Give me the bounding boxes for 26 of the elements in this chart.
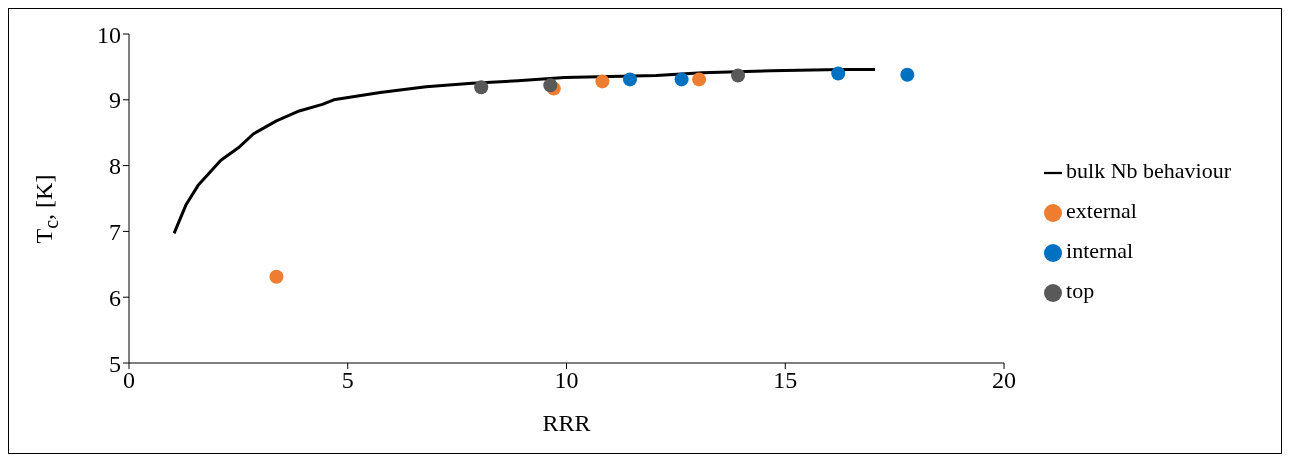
y-tick-label: 6 [109,284,121,311]
legend-label: bulk Nb behaviour [1066,158,1231,183]
y-tick-label: 7 [109,218,121,245]
point [269,269,284,284]
x-tick-label: 10 [554,367,579,394]
x-tick-label: 0 [123,367,135,394]
y-tick-label: 8 [109,153,121,180]
point [692,72,707,87]
y-tick-label: 9 [109,87,121,114]
point [474,80,489,95]
y-tick-label: 10 [97,21,121,48]
point [674,72,689,87]
point [731,68,746,83]
x-tick-label: 5 [341,367,354,394]
point [622,72,637,87]
legend-label: external [1066,198,1137,223]
y-tick-label: 5 [109,350,121,377]
x-tick-label: 20 [992,367,1017,394]
point [900,67,915,82]
point [831,66,846,81]
point [595,74,610,89]
x-axis-title: RRR [542,410,591,436]
line-series [172,68,877,235]
legend-label: top [1066,278,1095,303]
x-tick-label: 15 [773,367,798,394]
legend-label: internal [1066,238,1134,263]
